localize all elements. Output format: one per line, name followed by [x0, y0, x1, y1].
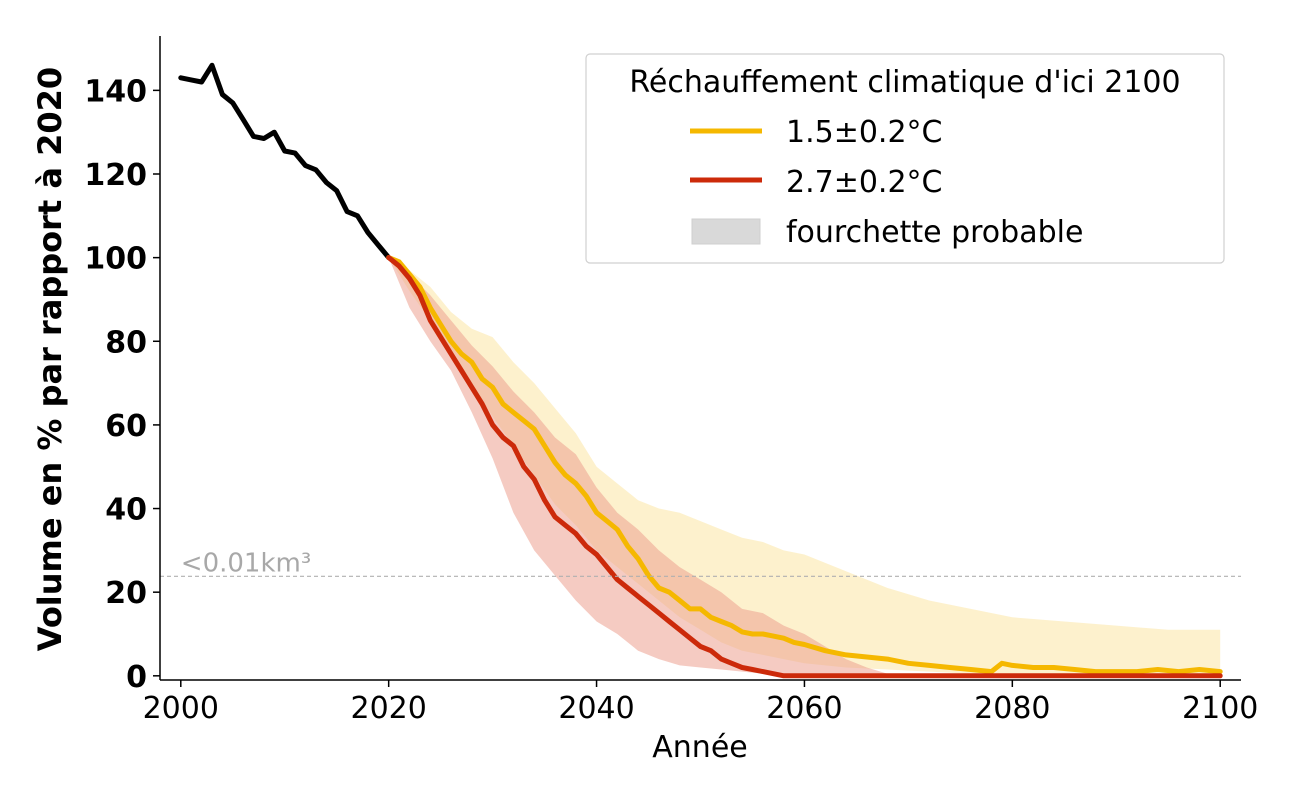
x-tick-label: 2040: [558, 691, 634, 726]
series-line-1-5c: [386, 255, 1223, 675]
x-axis-ticks: 2000 2020 2040 2060 2080 2100: [143, 680, 1258, 726]
legend-title: Réchauffement climatique d'ici 2100: [629, 65, 1180, 100]
threshold-annotation: <0.01km³: [181, 548, 311, 578]
y-tick-label: 140: [84, 74, 147, 109]
legend-label-band: fourchette probable: [786, 215, 1083, 250]
axes: [159, 36, 1241, 681]
y-tick-label: 80: [105, 325, 147, 360]
x-tick-label: 2060: [766, 691, 842, 726]
x-tick-label: 2100: [1182, 691, 1258, 726]
y-tick-label: 100: [84, 242, 147, 277]
legend: Réchauffement climatique d'ici 2100 1.5±…: [585, 53, 1225, 264]
y-tick-label: 0: [126, 660, 147, 695]
series-lines: [178, 62, 1223, 679]
y-tick-label: 20: [105, 576, 147, 611]
y-tick-label: 40: [105, 493, 147, 528]
historical-line: [178, 62, 392, 261]
x-tick-label: 2020: [350, 691, 426, 726]
legend-frame: [585, 53, 1225, 264]
band-2-7c: [388, 257, 888, 676]
legend-swatch-band: [691, 218, 761, 245]
x-tick-label: 2000: [143, 691, 219, 726]
x-tick-label: 2080: [974, 691, 1050, 726]
y-tick-label: 120: [84, 158, 147, 193]
legend-label-low: 1.5±0.2°C: [786, 115, 943, 150]
y-axis-ticks: 0 20 40 60 80 100 120 140: [84, 74, 160, 695]
legend-label-high: 2.7±0.2°C: [786, 165, 943, 200]
y-tick-label: 60: [105, 409, 147, 444]
x-axis-label: Année: [652, 730, 747, 765]
uncertainty-bands: [388, 257, 1221, 676]
y-axis-label: Volume en % par rapport à 2020: [31, 67, 69, 651]
series-line-2-7c: [386, 255, 1223, 679]
